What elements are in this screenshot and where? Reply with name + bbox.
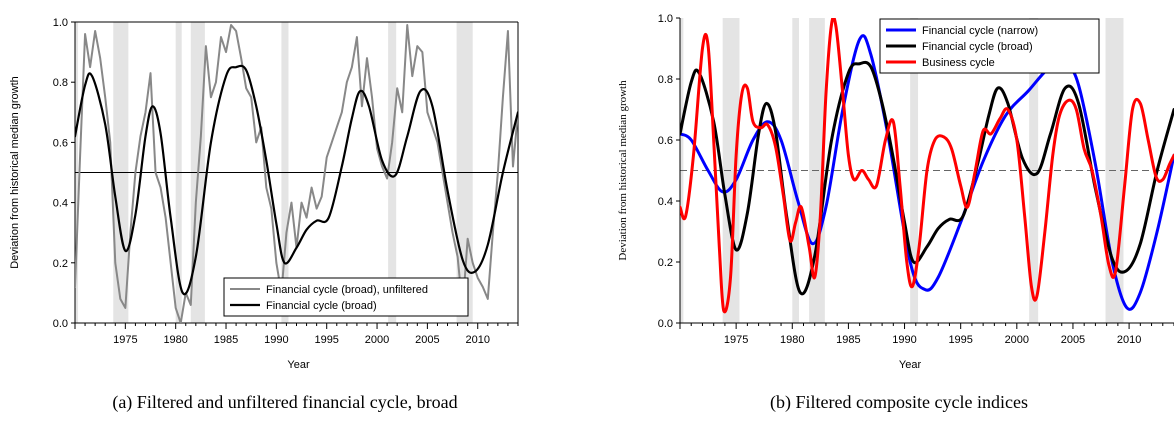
series-line — [680, 60, 1174, 296]
x-tick-label: 1975 — [724, 334, 748, 346]
legend-box — [879, 18, 1100, 74]
y-tick-label: 1.0 — [53, 17, 68, 29]
series-group — [75, 24, 518, 323]
y-tick-label: 0.0 — [658, 318, 673, 330]
x-axis-label: Year — [899, 359, 922, 371]
x-tick-label: 1975 — [113, 334, 137, 346]
x-axis-label: Year — [287, 359, 310, 371]
panel-b: 0.0 0.2 0.4 0.6 0.8 1.0 1975 1980 1985 1990 1995 20… — [617, 13, 1174, 413]
legend-box — [223, 277, 469, 317]
series-line — [75, 64, 518, 296]
y-tick-label: 0.6 — [658, 135, 673, 147]
y-tick-label: 0.2 — [658, 257, 673, 269]
x-tick-label: 2005 — [415, 334, 439, 346]
series-line — [680, 34, 1174, 311]
x-tick-label: 1980 — [780, 334, 804, 346]
x-tick-label: 1990 — [264, 334, 288, 346]
y-axis-label: Deviation from historical median growth — [9, 76, 21, 269]
panel-a: 0.0 0.2 0.4 0.6 0.8 1.0 1975 1980 1985 1990 1995 20… — [9, 17, 519, 413]
figure-caption: (a) Filtered and unfiltered financial cy… — [112, 392, 457, 413]
y-tick-label: 0.8 — [658, 74, 673, 86]
figure-caption: (b) Filtered composite cycle indices — [770, 392, 1028, 413]
legend: Financial cycle (broad), unfiltered Finan… — [223, 277, 469, 317]
y-tick-label: 0.8 — [53, 77, 68, 89]
series-group — [680, 18, 1174, 314]
x-tick-label: 1990 — [892, 334, 916, 346]
x-tick-label: 1995 — [314, 334, 338, 346]
y-tick-label: 0.4 — [53, 198, 68, 210]
x-tick-label: 2010 — [1117, 334, 1141, 346]
legend-label: Financial cycle (broad), unfiltered — [266, 284, 428, 296]
legend-label: Business cycle — [922, 57, 995, 69]
y-tick-label: 0.4 — [658, 196, 673, 208]
x-tick-label: 2010 — [465, 334, 489, 346]
y-tick-label: 0.2 — [53, 258, 68, 270]
legend-label: Financial cycle (broad) — [266, 300, 377, 312]
x-tick-label: 1985 — [214, 334, 238, 346]
y-tick-label: 0.0 — [53, 318, 68, 330]
legend: Financial cycle (narrow) Financial cycle … — [879, 18, 1100, 74]
series-line — [680, 18, 1174, 314]
legend-label: Financial cycle (broad) — [922, 41, 1033, 53]
x-tick-label: 1980 — [163, 334, 187, 346]
y-axis-label: Deviation from historical median growth — [617, 80, 629, 261]
x-tick-label: 1995 — [948, 334, 972, 346]
y-tick-label: 1.0 — [658, 13, 673, 25]
x-tick-label: 2005 — [1061, 334, 1085, 346]
x-tick-label: 1985 — [836, 334, 860, 346]
x-tick-label: 2000 — [1005, 334, 1029, 346]
legend-label: Financial cycle (narrow) — [922, 25, 1038, 37]
x-tick-label: 2000 — [365, 334, 389, 346]
y-tick-label: 0.6 — [53, 137, 68, 149]
